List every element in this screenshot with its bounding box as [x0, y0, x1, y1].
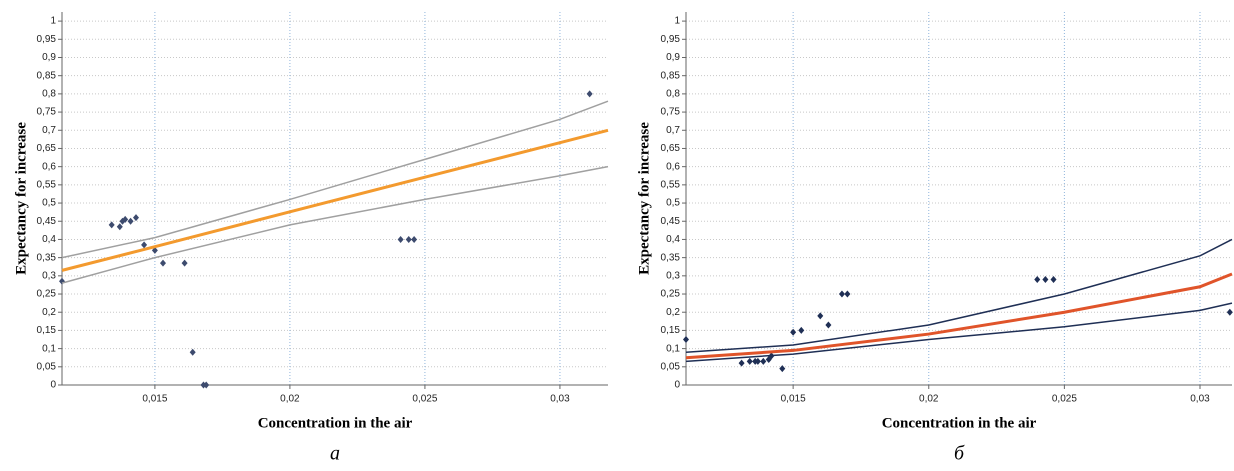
y-tick-label: 0,05 — [661, 361, 681, 372]
y-tick-label: 0,15 — [661, 325, 681, 336]
x-axis-label: Concentration in the air — [882, 415, 1037, 431]
point — [1226, 308, 1233, 316]
y-tick-label: 0,7 — [666, 125, 680, 136]
y-tick-label: 0,65 — [37, 143, 57, 154]
y-tick-label: 1 — [674, 16, 680, 27]
fit-line — [61, 100, 609, 259]
point — [779, 365, 786, 373]
point — [1034, 275, 1041, 283]
point — [405, 235, 412, 243]
point — [116, 223, 123, 231]
point — [586, 90, 593, 98]
point — [817, 312, 824, 320]
y-tick-label: 0,25 — [661, 289, 681, 300]
point — [760, 357, 767, 365]
caption: a — [330, 443, 340, 465]
y-tick-label: 0,45 — [37, 216, 57, 227]
x-tick-label: 0,015 — [781, 394, 806, 405]
x-tick-label: 0,02 — [280, 394, 300, 405]
point — [754, 357, 761, 365]
x-tick-label: 0,02 — [919, 394, 939, 405]
fit-line — [61, 165, 609, 284]
y-tick-label: 0,7 — [42, 125, 56, 136]
point — [738, 359, 745, 367]
point — [790, 328, 797, 336]
y-tick-label: 0,35 — [661, 252, 681, 263]
point — [189, 348, 196, 356]
point — [798, 326, 805, 334]
y-tick-label: 0,85 — [661, 70, 681, 81]
y-tick-label: 0,55 — [661, 179, 681, 190]
point — [1050, 275, 1057, 283]
fit-line — [685, 302, 1233, 363]
y-tick-label: 0 — [674, 380, 680, 391]
y-tick-label: 0,2 — [42, 307, 56, 318]
y-tick-label: 0,1 — [666, 343, 680, 354]
y-tick-label: 0,35 — [37, 252, 57, 263]
y-tick-label: 0,45 — [661, 216, 681, 227]
y-tick-label: 0,3 — [42, 270, 56, 281]
y-tick-label: 0,9 — [42, 52, 56, 63]
point — [838, 290, 845, 298]
y-tick-label: 0,75 — [661, 107, 681, 118]
fit-line — [685, 272, 1233, 360]
point — [203, 381, 210, 389]
y-axis-label: Expectancy for increase — [13, 122, 29, 275]
point — [59, 277, 65, 285]
y-tick-label: 0,4 — [42, 234, 56, 245]
point — [1042, 275, 1049, 283]
point — [683, 336, 689, 344]
point — [181, 259, 188, 267]
y-tick-label: 0,4 — [666, 234, 680, 245]
point — [746, 357, 753, 365]
point — [108, 221, 115, 229]
y-tick-label: 0,1 — [42, 343, 56, 354]
point — [122, 215, 129, 223]
y-tick-label: 0,9 — [666, 52, 680, 63]
y-tick-label: 0,95 — [661, 34, 681, 45]
y-tick-label: 0 — [50, 380, 56, 391]
fit-line — [685, 238, 1233, 353]
point — [397, 235, 404, 243]
point — [141, 241, 148, 249]
y-tick-label: 0,5 — [666, 198, 680, 209]
y-tick-label: 0,85 — [37, 70, 57, 81]
x-tick-label: 0,015 — [142, 394, 167, 405]
point — [132, 214, 139, 222]
point — [844, 290, 851, 298]
y-tick-label: 0,2 — [666, 307, 680, 318]
y-axis-label: Expectancy for increase — [636, 122, 652, 275]
y-tick-label: 0,95 — [37, 34, 57, 45]
point — [159, 259, 166, 267]
y-tick-label: 0,75 — [37, 107, 57, 118]
x-tick-label: 0,025 — [412, 394, 437, 405]
x-axis-label: Concentration in the air — [258, 415, 413, 431]
y-tick-label: 1 — [50, 16, 56, 27]
point — [411, 235, 418, 243]
y-tick-label: 0,65 — [661, 143, 681, 154]
y-tick-label: 0,55 — [37, 179, 57, 190]
point — [825, 321, 832, 329]
y-tick-label: 0,8 — [42, 89, 56, 100]
fit-line — [61, 128, 609, 272]
y-tick-label: 0,8 — [666, 89, 680, 100]
y-tick-label: 0,6 — [42, 161, 56, 172]
y-tick-label: 0,05 — [37, 361, 57, 372]
y-tick-label: 0,5 — [42, 198, 56, 209]
y-tick-label: 0,3 — [666, 270, 680, 281]
y-tick-label: 0,25 — [37, 289, 57, 300]
y-tick-label: 0,6 — [666, 161, 680, 172]
x-tick-label: 0,03 — [550, 394, 570, 405]
x-tick-label: 0,03 — [1190, 394, 1210, 405]
x-tick-label: 0,025 — [1052, 394, 1077, 405]
point — [127, 217, 134, 225]
caption: б — [954, 443, 965, 465]
y-tick-label: 0,15 — [37, 325, 57, 336]
